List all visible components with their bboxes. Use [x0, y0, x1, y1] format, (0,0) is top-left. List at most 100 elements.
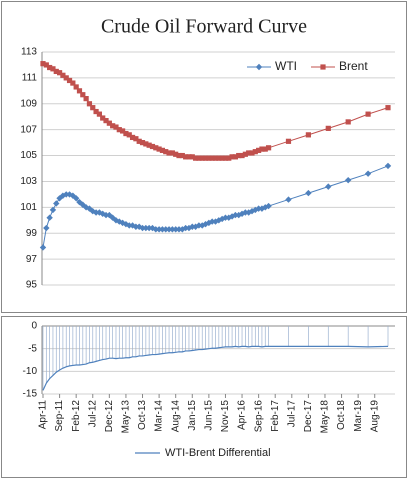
brent-marker	[259, 146, 265, 152]
x-tick-label: Jan-15	[187, 400, 198, 431]
wti-marker	[165, 226, 173, 233]
brent-marker	[179, 152, 185, 159]
x-tick-label: Apr-16	[237, 400, 248, 430]
brent-marker	[40, 61, 46, 67]
wti-marker	[305, 189, 312, 197]
brent-marker	[106, 120, 112, 126]
brent-marker	[232, 154, 239, 160]
brent-marker	[113, 124, 119, 130]
wti-marker	[39, 244, 47, 251]
wti-marker	[132, 223, 140, 230]
wti-marker	[232, 211, 239, 219]
brent-marker	[199, 155, 205, 161]
legend-marker	[255, 63, 263, 71]
x-tick-label: Jul-17	[286, 400, 297, 428]
brent-marker	[385, 105, 391, 111]
legend-label: Brent	[339, 59, 368, 73]
x-tick-label: Feb-12	[71, 400, 82, 432]
brent-marker	[226, 155, 232, 161]
chart-title: Crude Oil Forward Curve	[101, 16, 307, 38]
x-tick-label: May-18	[320, 400, 331, 434]
brent-marker	[50, 66, 56, 72]
brent-marker	[365, 111, 371, 117]
y-tick-label: 107	[20, 124, 37, 135]
brent-marker	[139, 140, 146, 146]
brent-marker	[163, 149, 169, 155]
wti-marker	[175, 226, 183, 233]
wti-marker	[169, 226, 176, 233]
wti-marker	[189, 223, 196, 230]
brent-marker	[156, 146, 162, 152]
y-tick-label: 105	[20, 150, 37, 161]
wti-marker	[208, 218, 216, 225]
x-tick-label: Oct-13	[137, 400, 148, 430]
brent-marker	[76, 88, 83, 94]
wti-marker	[79, 201, 87, 208]
brent-marker	[93, 108, 99, 115]
y-tick-label: -5	[28, 343, 37, 354]
wti-marker	[162, 226, 169, 233]
x-tick-label: Aug-19	[369, 400, 380, 433]
wti-marker	[364, 170, 372, 177]
wti-marker	[159, 226, 166, 233]
wti-marker	[139, 224, 146, 232]
y-tick-label: 111	[22, 73, 38, 84]
wti-marker	[325, 183, 332, 190]
brent-marker	[222, 155, 229, 161]
brent-marker	[242, 151, 248, 157]
brent-marker	[149, 143, 156, 150]
brent-marker	[256, 147, 262, 153]
brent-marker	[189, 154, 195, 160]
brent-marker	[110, 123, 116, 129]
series-line	[42, 345, 389, 391]
brent-marker	[265, 145, 272, 151]
x-tick-label: Oct-18	[336, 400, 347, 430]
brent-marker	[56, 70, 63, 76]
brent-marker	[60, 72, 66, 78]
brent-marker	[166, 150, 172, 156]
y-tick-label: 95	[26, 280, 38, 291]
brent-marker	[43, 62, 49, 68]
wti-marker	[43, 224, 50, 232]
y-tick-label: -15	[23, 389, 38, 400]
brent-marker	[173, 151, 179, 157]
wti-marker	[92, 209, 100, 216]
bottom-frame	[1, 316, 407, 478]
x-tick-label: Feb-17	[270, 400, 281, 432]
brent-marker	[249, 150, 255, 156]
legend-label: WTI-Brent Differential	[165, 447, 271, 459]
y-tick-label: 101	[20, 202, 37, 213]
wti-marker	[86, 205, 93, 212]
brent-marker	[236, 152, 242, 159]
x-tick-label: Jun-15	[204, 400, 215, 431]
wti-marker	[96, 209, 103, 216]
brent-marker	[143, 141, 149, 147]
wti-marker	[53, 200, 60, 207]
wti-marker	[195, 222, 203, 229]
brent-marker	[47, 64, 53, 71]
brent-marker	[146, 142, 152, 148]
wti-marker	[49, 206, 57, 214]
brent-marker	[169, 150, 175, 156]
x-tick-label: Mar-14	[154, 400, 165, 432]
brent-marker	[70, 80, 76, 86]
brent-marker	[103, 118, 109, 124]
wti-marker	[218, 215, 226, 223]
wti-marker	[155, 226, 163, 233]
brent-marker	[246, 150, 252, 156]
brent-marker	[83, 96, 89, 102]
wti-marker	[205, 219, 213, 227]
brent-marker	[206, 155, 212, 161]
wti-marker	[182, 224, 189, 232]
brent-marker	[229, 154, 235, 160]
brent-marker	[252, 149, 258, 155]
wti-marker	[222, 214, 229, 221]
wti-marker	[265, 202, 272, 210]
wti-marker	[63, 191, 70, 198]
brent-marker	[53, 68, 59, 75]
wti-marker	[72, 195, 80, 202]
wti-marker	[112, 217, 120, 224]
brent-marker	[219, 155, 225, 161]
wti-marker	[66, 191, 73, 198]
y-tick-label: 103	[20, 176, 37, 187]
